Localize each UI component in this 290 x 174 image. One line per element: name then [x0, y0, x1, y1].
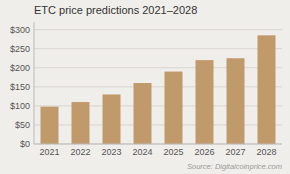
- bar: [72, 102, 90, 144]
- grid-line: [34, 144, 282, 145]
- x-tick-label: 2022: [70, 147, 90, 157]
- grid-line: [34, 124, 282, 125]
- x-tick-label: 2024: [132, 147, 152, 157]
- bar: [134, 83, 152, 144]
- y-tick-label: $300: [10, 25, 30, 35]
- x-tick-label: 2023: [101, 147, 121, 157]
- y-tick-label: $50: [15, 120, 30, 130]
- grid-line: [34, 48, 282, 49]
- bar: [41, 107, 59, 144]
- title: ETC price predictions 2021–2028: [34, 4, 197, 16]
- grid-line: [34, 29, 282, 30]
- bar: [165, 72, 183, 144]
- x-tick-label: 2028: [256, 147, 276, 157]
- x-axis-line: [34, 144, 282, 145]
- bar: [227, 58, 245, 144]
- bar: [258, 35, 276, 144]
- grid-line: [34, 105, 282, 106]
- y-tick-label: $0: [20, 139, 30, 149]
- y-tick-label: $250: [10, 44, 30, 54]
- y-tick-label: $200: [10, 63, 30, 73]
- y-axis-line: [34, 22, 35, 144]
- x-tick-label: 2025: [163, 147, 183, 157]
- bar: [103, 94, 121, 144]
- grid-line: [34, 67, 282, 68]
- x-tick-label: 2027: [225, 147, 245, 157]
- grid-line: [34, 86, 282, 87]
- x-tick-label: 2026: [194, 147, 214, 157]
- x-tick-label: 2021: [39, 147, 59, 157]
- chart: ETC price predictions 2021–2028 $0 $50 $100…: [0, 0, 290, 174]
- bars: [41, 35, 276, 144]
- y-tick-label: $100: [10, 101, 30, 111]
- source: Source: Digitalcoinprice.com: [187, 162, 282, 171]
- bar: [196, 60, 214, 144]
- y-tick-label: $150: [10, 82, 30, 92]
